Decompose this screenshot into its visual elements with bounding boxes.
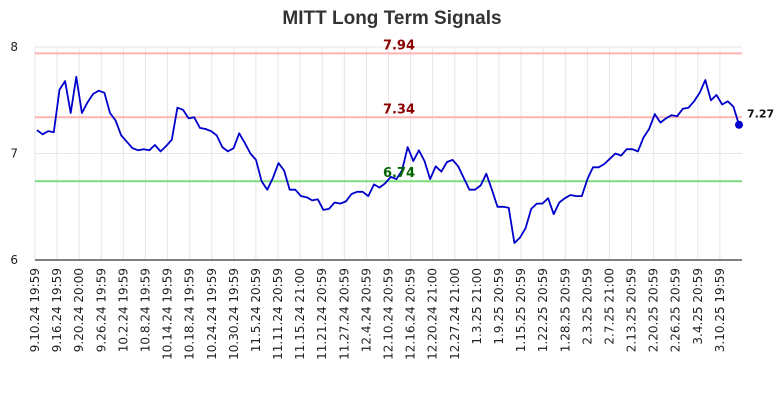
last-point-marker <box>735 120 743 129</box>
x-tick-label: 1.28.25 20:59 <box>558 268 572 352</box>
grid <box>34 46 742 261</box>
labels: 7.27 7.94 7.34 6.74 <box>383 38 774 181</box>
x-tick-label: 10.18.24 19:59 <box>183 268 197 360</box>
x-tick-label: 10.8.24 19:59 <box>138 268 152 352</box>
y-tick-label: 8 <box>10 40 18 54</box>
x-tick-label: 2.26.25 20:59 <box>669 268 683 352</box>
last-value-label: 7.27 <box>747 108 774 121</box>
x-tick-label: 11.11.24 20:59 <box>271 268 285 360</box>
x-tick-label: 12.20.24 21:00 <box>426 268 440 360</box>
x-tick-label: 3.4.25 20:59 <box>691 268 705 345</box>
x-tick-label: 9.16.24 19:59 <box>50 268 64 352</box>
x-tick-label: 11.21.24 20:59 <box>315 268 329 360</box>
x-tick-label: 2.20.25 20:59 <box>647 268 661 352</box>
x-tick-label: 10.30.24 19:59 <box>227 268 241 360</box>
x-tick-label: 1.9.25 20:59 <box>492 268 506 345</box>
price-line <box>36 75 740 244</box>
reference-line-label: 6.74 <box>383 166 415 181</box>
x-tick-label: 1.15.25 20:59 <box>514 268 528 352</box>
x-tick-label: 11.27.24 20:59 <box>337 268 351 360</box>
reference-line-label: 7.94 <box>383 38 415 53</box>
x-tick-label: 2.13.25 20:59 <box>625 268 639 352</box>
x-tick-label: 10.2.24 19:59 <box>116 268 130 352</box>
x-tick-label: 10.14.24 19:59 <box>161 268 175 360</box>
x-tick-label: 1.3.25 21:00 <box>470 268 484 345</box>
reference-lines <box>35 52 742 183</box>
x-tick-label: 9.26.24 19:59 <box>94 268 108 352</box>
x-tick-label: 12.16.24 20:59 <box>404 268 418 360</box>
x-tick-label: 12.27.24 21:00 <box>448 268 462 360</box>
x-tick-label: 11.5.24 20:59 <box>249 268 263 352</box>
x-tick-label: 1.22.25 20:59 <box>536 268 550 352</box>
x-tick-label: 9.10.24 19:59 <box>28 268 42 352</box>
x-tick-label: 12.10.24 20:59 <box>382 268 396 360</box>
chart-title: MITT Long Term Signals <box>282 8 502 29</box>
x-tick-label: 9.20.24 20:00 <box>72 268 86 352</box>
y-tick-label: 7 <box>10 147 18 161</box>
series <box>36 75 743 244</box>
y-tick-label: 6 <box>10 253 18 267</box>
x-tick-label: 10.24.24 19:59 <box>205 268 219 360</box>
x-tick-label: 11.15.24 21:00 <box>293 268 307 360</box>
reference-line-label: 7.34 <box>383 102 415 117</box>
x-tick-label: 2.3.25 20:59 <box>580 268 594 345</box>
x-tick-label: 12.4.24 20:59 <box>359 268 373 352</box>
axes: 6 7 8 9.10.24 19:59 9.16.24 19:59 9.20.24 20:… <box>10 40 742 360</box>
x-tick-label: 3.10.25 19:59 <box>713 268 727 352</box>
x-tick-label: 2.7.25 21:00 <box>602 268 616 345</box>
